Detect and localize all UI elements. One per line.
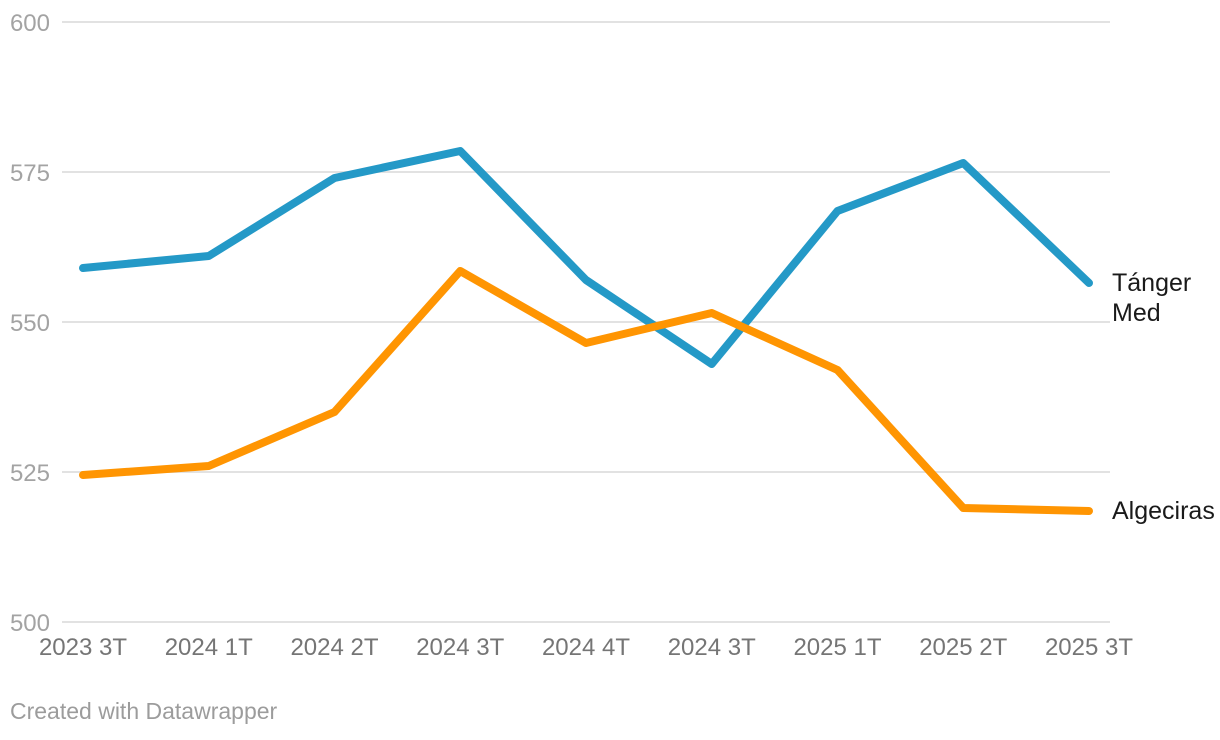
y-tick-label-575: 575 [10, 160, 50, 187]
series-label-algeciras-line-1: Algeciras [1112, 497, 1215, 525]
x-tick-label-6: 2025 1T [793, 634, 881, 661]
x-tick-label-2: 2024 2T [290, 634, 378, 661]
datawrapper-credit-link[interactable]: Created with Datawrapper [10, 698, 278, 724]
y-tick-label-525: 525 [10, 460, 50, 487]
x-tick-label-1: 2024 1T [165, 634, 253, 661]
x-tick-label-8: 2025 3T [1045, 634, 1133, 661]
series-line-algeciras [79, 267, 1093, 515]
x-tick-label-3: 2024 3T [416, 634, 504, 661]
y-tick-label-600: 600 [10, 10, 50, 37]
x-tick-label-5: 2024 3T [668, 634, 756, 661]
y-tick-label-550: 550 [10, 310, 50, 337]
y-tick-label-500: 500 [10, 610, 50, 637]
series-line-t-nger-med [79, 147, 1093, 368]
x-tick-label-4: 2024 4T [542, 634, 630, 661]
series-label-t-nger-med-line-1: Tánger [1112, 269, 1191, 297]
x-tick-label-7: 2025 2T [919, 634, 1007, 661]
x-tick-label-0: 2023 3T [39, 634, 127, 661]
series-label-t-nger-med-line-2: Med [1112, 299, 1161, 327]
